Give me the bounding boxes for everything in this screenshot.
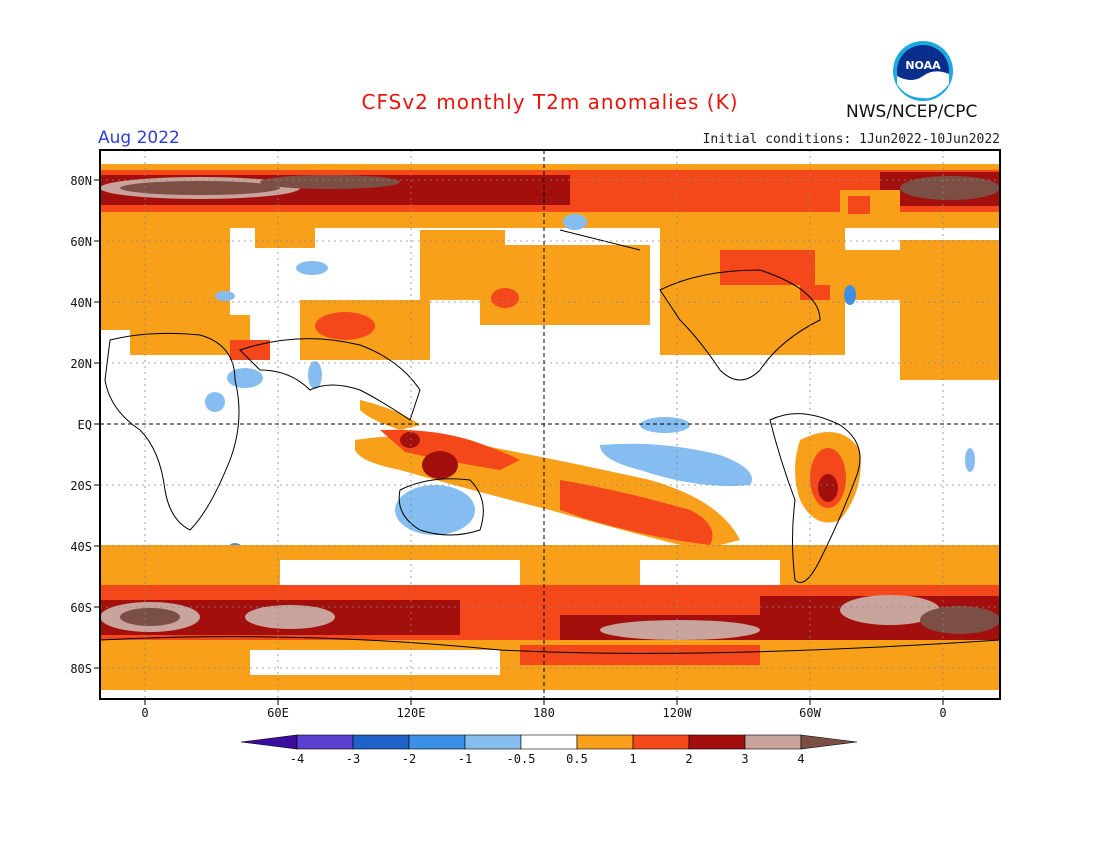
legend-swatch — [576, 734, 634, 750]
lat-label: 60S — [70, 601, 92, 615]
latitude-labels: 80N 60N 40N 20N EQ 20S 40S 60S 80S — [70, 174, 92, 676]
legend-swatch — [352, 734, 410, 750]
tropical-warm-band — [355, 400, 740, 550]
map-title: CFSv2 monthly T2m anomalies (K) — [361, 90, 739, 114]
legend-swatch — [632, 734, 690, 750]
south-america-warm — [795, 432, 861, 523]
lon-label: 60E — [267, 706, 289, 720]
legend-tick-labels: -4 -3 -2 -1 -0.5 0.5 1 2 3 4 — [290, 752, 805, 766]
lon-label: 0 — [939, 706, 946, 720]
legend-tick: -4 — [290, 752, 304, 766]
legend-tick: -3 — [346, 752, 360, 766]
lon-label: 120W — [663, 706, 693, 720]
legend-tick: 4 — [797, 752, 804, 766]
legend-swatch — [408, 734, 466, 750]
legend-tick: 3 — [741, 752, 748, 766]
lat-label: 20S — [70, 479, 92, 493]
color-legend — [240, 734, 858, 750]
noaa-logo-icon: NOAA — [893, 41, 953, 101]
legend-tick: 0.5 — [566, 752, 588, 766]
lat-label: EQ — [78, 418, 92, 432]
legend-tick: -1 — [458, 752, 472, 766]
lat-label: 40S — [70, 540, 92, 554]
lat-label: 40N — [70, 296, 92, 310]
initial-conditions: Initial conditions: 1Jun2022-10Jun2022 — [702, 132, 1000, 147]
legend-swatch — [744, 734, 802, 750]
legend-swatch — [296, 734, 354, 750]
logo-text: NOAA — [905, 59, 941, 72]
lat-label: 20N — [70, 357, 92, 371]
legend-swatch — [520, 734, 578, 750]
lon-label: 180 — [533, 706, 555, 720]
legend-swatch — [688, 734, 746, 750]
longitude-labels: 0 60E 120E 180 120W 60W 0 — [141, 706, 946, 720]
legend-swatch — [464, 734, 522, 750]
valid-month: Aug 2022 — [98, 128, 180, 148]
northern-cool-patches — [205, 214, 856, 412]
tropical-cool-patches — [228, 417, 975, 663]
lat-label: 60N — [70, 235, 92, 249]
grid-lines — [94, 150, 1000, 705]
agency-label: NWS/NCEP/CPC — [846, 102, 978, 122]
lon-label: 60W — [799, 706, 821, 720]
legend-tick: 1 — [629, 752, 636, 766]
lon-label: 0 — [141, 706, 148, 720]
map-frame — [99, 149, 1001, 700]
legend-tick: -0.5 — [507, 752, 536, 766]
legend-tick: 2 — [685, 752, 692, 766]
lat-label: 80S — [70, 662, 92, 676]
legend-tick: -2 — [402, 752, 416, 766]
northern-anomaly-patches — [100, 190, 1000, 380]
coastlines — [100, 229, 1000, 654]
legend-swatch — [240, 734, 298, 750]
lon-label: 120E — [397, 706, 426, 720]
legend-swatch — [800, 734, 858, 750]
lat-label: 80N — [70, 174, 92, 188]
